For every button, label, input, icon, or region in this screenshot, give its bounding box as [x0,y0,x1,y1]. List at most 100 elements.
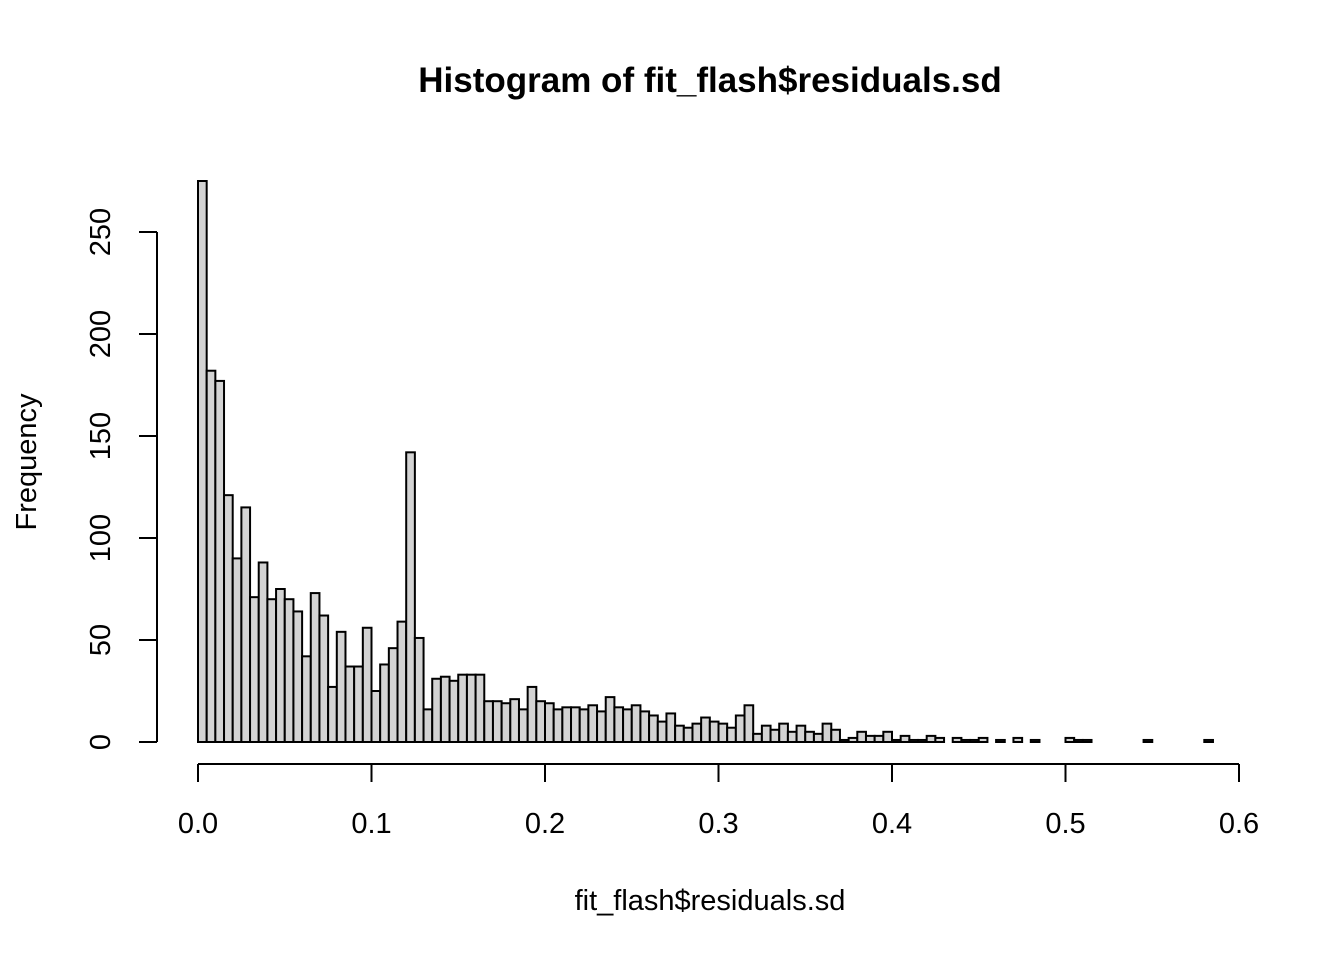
histogram-bar [570,706,581,744]
histogram-bar [544,702,555,743]
histogram-bar [969,738,980,744]
histogram-bar [674,724,685,743]
y-tick-label: 150 [85,412,117,460]
histogram-bar [821,722,833,744]
y-tick-label: 200 [85,310,117,358]
histogram-bar [405,451,416,743]
histogram-bar [197,180,208,743]
histogram-bar [457,673,468,743]
histogram-bar [622,708,633,743]
histogram-bar [439,675,451,743]
y-tick-label: 250 [85,208,117,256]
histogram-bar [596,710,607,744]
x-axis: 0.0 0.1 0.2 0.3 0.4 0.5 0.6 [178,763,1259,840]
histogram-bar [604,696,616,743]
histogram-bar [448,679,460,743]
histogram-bar [760,724,772,743]
histogram-bar [665,712,677,744]
histogram-bar [578,708,590,743]
histogram-bar [379,663,390,743]
y-axis: 0 50 100 150 200 250 [85,208,158,750]
histogram-bar [977,736,989,743]
x-tick-label: 0.3 [698,808,738,840]
x-tick-label: 0.5 [1045,808,1085,840]
histogram-bar [995,738,1006,744]
histogram-bar [335,630,347,744]
histogram-bar [231,557,243,744]
histogram-bar [1142,738,1154,744]
histogram-bar [691,722,703,744]
histogram-bar [908,738,920,744]
x-axis-label: fit_flash$residuals.sd [575,885,846,917]
histogram-bar [882,730,894,743]
histogram-bar [734,714,746,743]
histogram-bar [804,730,815,743]
histogram-bar [431,677,442,744]
histogram-bar [509,698,520,743]
histogram-bar [214,379,226,743]
histogram-bar [587,704,599,744]
histogram-bar [223,494,234,743]
histogram-bar [413,636,425,744]
histogram-bar [474,673,486,743]
histogram-bar [847,736,859,743]
x-tick-label: 0.4 [872,808,912,840]
histogram-bar [951,736,963,743]
histogram-bar [361,626,373,744]
histogram-bar [1012,736,1024,743]
histogram-bar [309,592,321,744]
histogram-bar [370,690,382,743]
histogram-bar [795,724,807,743]
histogram-bar [1029,738,1041,744]
histogram-bar [864,734,876,744]
histogram-bar [387,647,399,743]
y-tick-label: 0 [85,734,117,750]
histogram-bar [934,736,946,743]
histogram-bar [526,685,538,743]
histogram-bar [917,738,928,744]
histogram-bar [318,614,330,744]
histogram-bar [925,734,937,744]
histogram-bar [465,673,477,743]
x-tick-label: 0.6 [1219,808,1259,840]
histogram-bar [1064,736,1076,743]
histogram-bar [656,720,668,743]
histogram-bar [630,704,642,744]
histogram-bar [1073,738,1084,744]
histogram-bar [812,732,824,744]
histogram-bar [301,655,312,744]
histogram-bar [275,588,286,743]
histogram-bar [856,730,867,743]
histogram-bar [535,700,547,744]
histogram-bar [552,708,564,743]
y-axis-label: Frequency [11,393,43,531]
histogram-bar [830,728,841,744]
histogram-bar [726,726,737,743]
histogram-bar [353,665,364,744]
histogram-bar [682,726,694,743]
histogram-bar [1081,738,1093,744]
histogram-bar [491,700,503,744]
histogram-bar [769,728,781,744]
histogram-bar [743,704,755,744]
histogram-bar [838,738,850,744]
histogram-bar [283,598,295,744]
y-tick-label: 100 [85,514,117,562]
histogram-bar [899,734,911,744]
histogram-bar [648,714,659,743]
histogram-bar [1203,738,1214,744]
histogram-bar [708,720,720,743]
histogram-bar [327,685,338,743]
histogram-bar [249,596,260,743]
histogram-bar [257,561,269,743]
histogram-bar [960,738,972,744]
x-tick-label: 0.0 [178,808,218,840]
histogram-bar [891,738,902,744]
x-tick-label: 0.1 [351,808,391,840]
histogram-bar [292,610,304,743]
histogram-bar [517,708,529,743]
histogram-bar [500,702,512,743]
histogram-bar [639,710,651,744]
histogram-bar [561,706,573,744]
